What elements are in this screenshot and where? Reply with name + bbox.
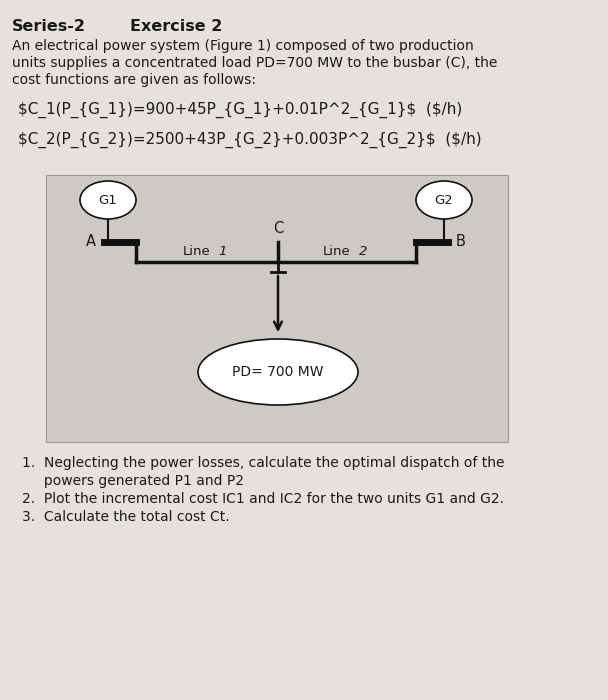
Text: 1.  Neglecting the power losses, calculate the optimal dispatch of the: 1. Neglecting the power losses, calculat… <box>22 456 505 470</box>
Text: PD= 700 MW: PD= 700 MW <box>232 365 323 379</box>
Text: Series-2: Series-2 <box>12 19 86 34</box>
Bar <box>46 175 508 442</box>
Text: Line: Line <box>323 245 351 258</box>
Text: 2: 2 <box>359 245 367 258</box>
Text: Exercise 2: Exercise 2 <box>130 19 223 34</box>
Ellipse shape <box>416 181 472 219</box>
Text: B: B <box>456 234 466 249</box>
Text: $C_1(P_{G_1})=900+45P_{G_1}+0.01P^2_{G_1}$  ($/h): $C_1(P_{G_1})=900+45P_{G_1}+0.01P^2_{G_1… <box>18 102 462 118</box>
Text: G2: G2 <box>435 193 454 206</box>
Text: A: A <box>86 234 96 249</box>
Text: 2.  Plot the incremental cost IC1 and IC2 for the two units G1 and G2.: 2. Plot the incremental cost IC1 and IC2… <box>22 492 504 506</box>
Text: 1: 1 <box>219 245 227 258</box>
Text: Line: Line <box>183 245 211 258</box>
Text: G1: G1 <box>98 193 117 206</box>
Text: cost functions are given as follows:: cost functions are given as follows: <box>12 73 256 87</box>
Text: units supplies a concentrated load PD=700 MW to the busbar (C), the: units supplies a concentrated load PD=70… <box>12 56 497 70</box>
Ellipse shape <box>198 339 358 405</box>
Text: powers generated P1 and P2: powers generated P1 and P2 <box>22 474 244 488</box>
Text: An electrical power system (Figure 1) composed of two production: An electrical power system (Figure 1) co… <box>12 39 474 53</box>
Text: $C_2(P_{G_2})=2500+43P_{G_2}+0.003P^2_{G_2}$  ($/h): $C_2(P_{G_2})=2500+43P_{G_2}+0.003P^2_{G… <box>18 132 482 148</box>
Text: C: C <box>273 221 283 236</box>
Ellipse shape <box>80 181 136 219</box>
Text: 3.  Calculate the total cost Ct.: 3. Calculate the total cost Ct. <box>22 510 230 524</box>
